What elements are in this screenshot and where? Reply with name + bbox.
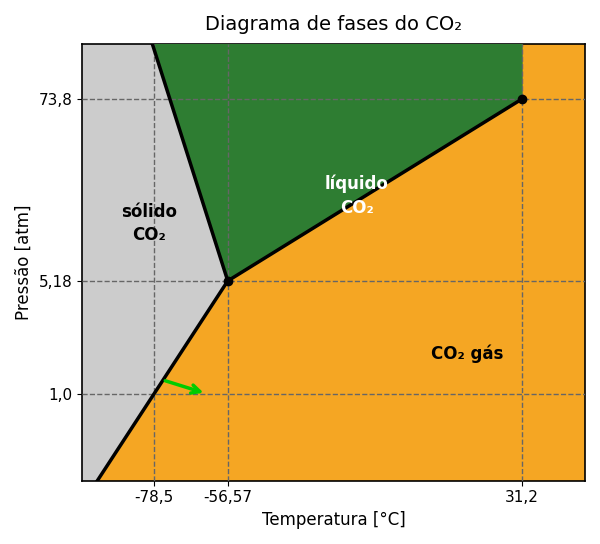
Text: CO₂ gás: CO₂ gás bbox=[431, 344, 504, 362]
Y-axis label: Pressão [atm]: Pressão [atm] bbox=[15, 205, 33, 320]
Polygon shape bbox=[82, 44, 228, 504]
Polygon shape bbox=[82, 44, 585, 481]
Text: sólido
CO₂: sólido CO₂ bbox=[121, 202, 177, 244]
Text: líquido
CO₂: líquido CO₂ bbox=[325, 175, 389, 217]
Polygon shape bbox=[152, 44, 522, 281]
Title: Diagrama de fases do CO₂: Diagrama de fases do CO₂ bbox=[205, 15, 462, 34]
X-axis label: Temperatura [°C]: Temperatura [°C] bbox=[262, 511, 406, 529]
